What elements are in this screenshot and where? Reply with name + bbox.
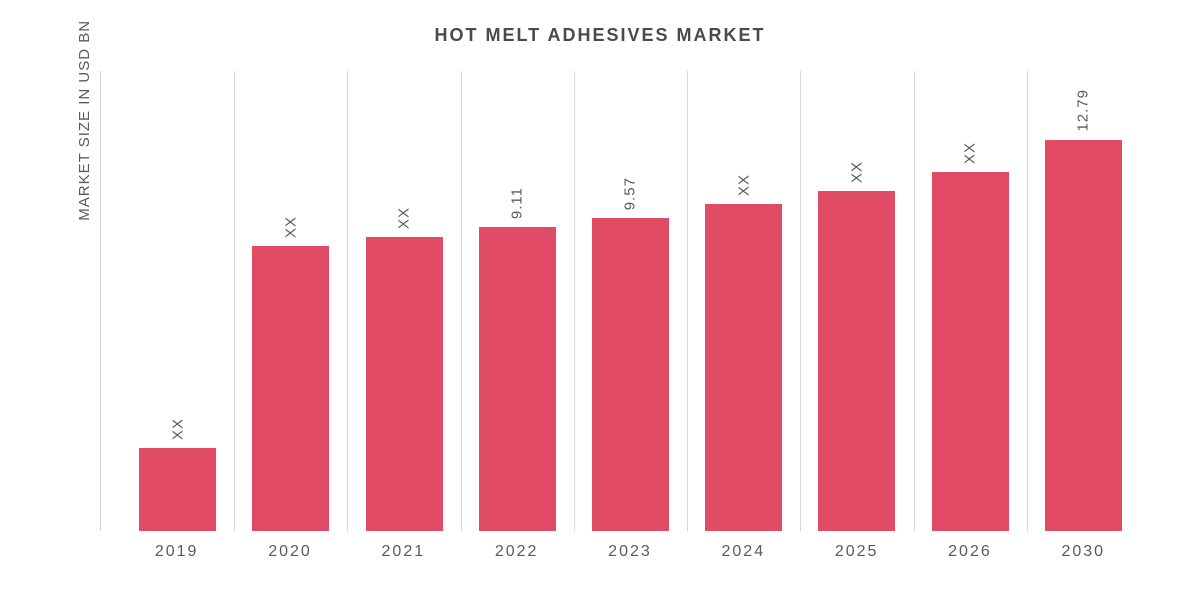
chart-container: HOT MELT ADHESIVES MARKET MARKET SIZE IN…	[40, 20, 1160, 580]
bar-slot: 9.11	[461, 71, 574, 531]
x-tick: 2022	[460, 531, 573, 561]
bar-value-label: XX	[735, 174, 752, 196]
bar-value-label: XX	[282, 216, 299, 238]
x-tick: 2019	[120, 531, 233, 561]
bar	[366, 237, 443, 531]
x-axis: 201920202021202220232024202520262030	[100, 531, 1160, 561]
bar-slot: XX	[121, 71, 234, 531]
x-tick: 2024	[687, 531, 800, 561]
bar-slot: 12.79	[1027, 71, 1140, 531]
y-axis-label: MARKET SIZE IN USD BN	[76, 20, 93, 221]
x-tick: 2030	[1027, 531, 1140, 561]
bar-value-label: XX	[169, 418, 186, 440]
bar-slot: XX	[347, 71, 460, 531]
plot-area: MARKET SIZE IN USD BN XXXXXX9.119.57XXXX…	[100, 71, 1160, 531]
x-tick: 2023	[573, 531, 686, 561]
bar-value-label: XX	[396, 207, 413, 229]
bar	[818, 191, 895, 531]
bars-group: XX XX XX 9.11 9.57 XX XX XX 12.79	[101, 71, 1160, 531]
bar-value-label: 9.57	[622, 177, 639, 210]
bar-value-label: 9.11	[509, 187, 526, 219]
bar-slot: XX	[800, 71, 913, 531]
bar-slot: XX	[234, 71, 347, 531]
bar	[252, 246, 329, 531]
x-tick: 2020	[233, 531, 346, 561]
x-tick: 2025	[800, 531, 913, 561]
bar	[139, 448, 216, 531]
bar	[705, 204, 782, 531]
bar	[592, 218, 669, 531]
x-tick: 2021	[347, 531, 460, 561]
bar-value-label: XX	[848, 161, 865, 183]
bar-slot: XX	[914, 71, 1027, 531]
bar	[479, 227, 556, 531]
bar-value-label: XX	[962, 142, 979, 164]
x-tick: 2026	[913, 531, 1026, 561]
bar-slot: XX	[687, 71, 800, 531]
bar-value-label: 12.79	[1075, 89, 1092, 132]
bar-slot: 9.57	[574, 71, 687, 531]
chart-title: HOT MELT ADHESIVES MARKET	[40, 25, 1160, 46]
bar	[932, 172, 1009, 531]
bar	[1045, 140, 1122, 531]
